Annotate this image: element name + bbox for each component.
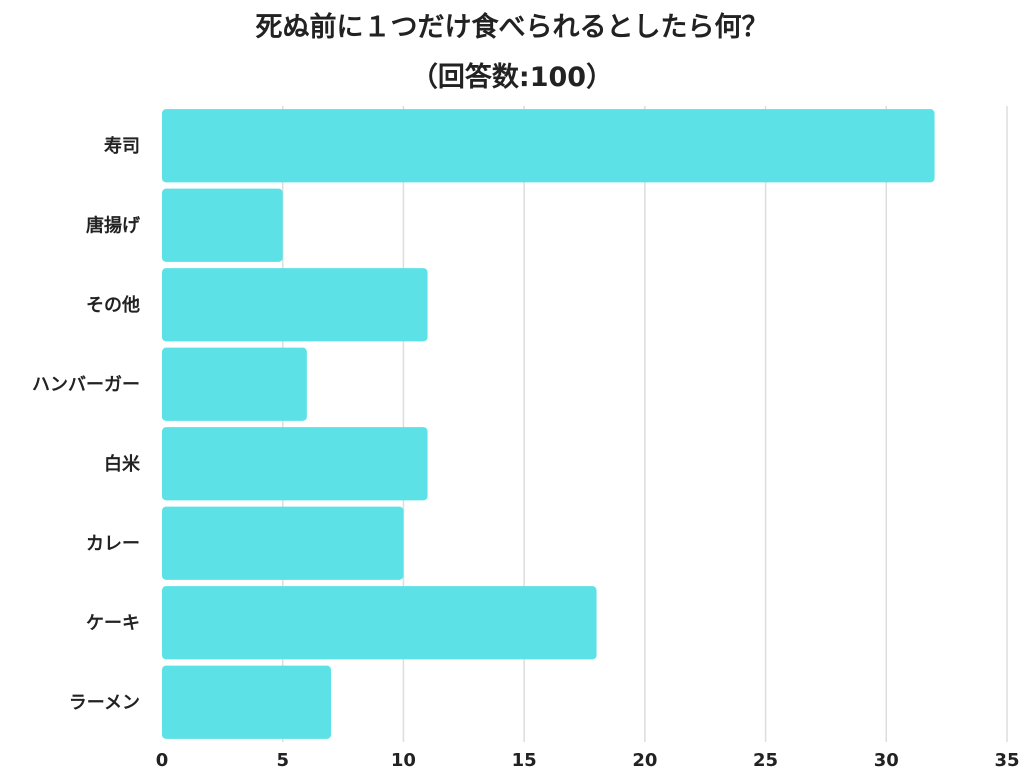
x-tick-label: 25 <box>753 750 778 768</box>
y-tick-label: ハンバーガー <box>32 374 140 395</box>
bar <box>162 347 307 421</box>
x-tick-label: 20 <box>632 750 657 768</box>
bar <box>162 427 428 501</box>
y-tick-label: その他 <box>86 294 140 316</box>
chart-title: 死ぬ前に１つだけ食べられるとしたら何？ <box>255 12 769 43</box>
y-tick-label: 唐揚げ <box>86 214 141 236</box>
bar <box>162 506 404 580</box>
bar <box>162 188 283 262</box>
x-tick-label: 5 <box>276 750 289 768</box>
y-tick-label: ラーメン <box>69 692 140 713</box>
y-tick-label: ケーキ <box>86 613 140 634</box>
bar <box>162 268 428 342</box>
x-tick-label: 30 <box>874 750 899 768</box>
x-tick-label: 10 <box>391 750 416 768</box>
y-tick-label: カレー <box>86 533 140 554</box>
x-tick-label: 0 <box>156 750 169 768</box>
chart-subtitle: （回答数:100） <box>410 62 614 93</box>
bar <box>162 109 935 183</box>
y-tick-label: 白米 <box>104 453 141 475</box>
x-tick-label: 35 <box>994 750 1019 768</box>
bar <box>162 665 331 739</box>
y-tick-label: 寿司 <box>104 135 140 157</box>
bar <box>162 586 597 660</box>
x-tick-label: 15 <box>512 750 537 768</box>
